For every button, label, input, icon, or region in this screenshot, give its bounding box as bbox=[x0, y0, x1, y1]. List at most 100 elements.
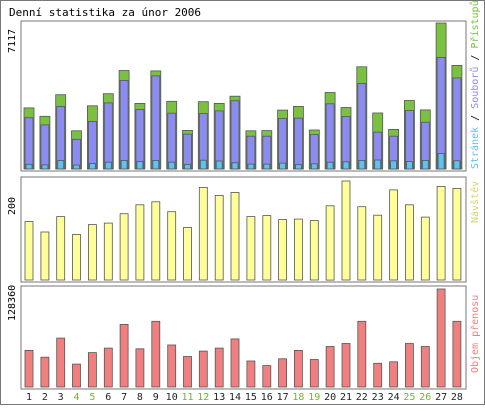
visits-bar bbox=[420, 216, 430, 281]
legend-separator: / bbox=[470, 49, 481, 67]
traffic-legend: Objem přenosu bbox=[469, 295, 481, 373]
day-label: 3 bbox=[58, 392, 64, 403]
traffic-bar bbox=[389, 361, 399, 388]
visits-bar bbox=[309, 220, 319, 281]
pages-bar bbox=[199, 159, 207, 170]
pages-bar bbox=[41, 164, 49, 170]
traffic-bar bbox=[341, 343, 351, 388]
visits-bar bbox=[88, 224, 97, 281]
pages-bar bbox=[405, 161, 413, 170]
day-label: 2 bbox=[42, 392, 48, 403]
day-label: 13 bbox=[213, 392, 225, 403]
day-label: 25 bbox=[403, 392, 415, 403]
visits-bar bbox=[436, 185, 446, 281]
files-bar bbox=[341, 116, 351, 170]
visits-bar bbox=[24, 221, 34, 281]
pages-bar bbox=[310, 163, 318, 170]
visits-bar bbox=[56, 216, 66, 281]
pages-bar bbox=[390, 160, 398, 170]
day-label: 1 bbox=[26, 392, 32, 403]
traffic-bar bbox=[24, 349, 34, 388]
pages-bar bbox=[120, 159, 128, 170]
visits-bar bbox=[72, 234, 81, 281]
day-label: 24 bbox=[388, 392, 400, 403]
day-label: 10 bbox=[166, 392, 178, 403]
pages-bar bbox=[421, 159, 429, 170]
traffic-bar bbox=[103, 347, 113, 388]
day-label: 28 bbox=[451, 392, 463, 403]
traffic-bar bbox=[309, 359, 319, 388]
visits-bar bbox=[325, 205, 335, 281]
files-bar bbox=[357, 83, 367, 170]
traffic-bar bbox=[404, 343, 414, 388]
pages-bar bbox=[184, 164, 191, 170]
hits-legend: Stránek / Souborů / Přístupů bbox=[469, 1, 481, 169]
day-label: 27 bbox=[435, 392, 447, 403]
visits-ymax-label: 200 bbox=[7, 197, 18, 215]
day-label: 19 bbox=[308, 392, 320, 403]
files-bar bbox=[230, 100, 240, 170]
visits-bar bbox=[293, 218, 303, 281]
visits-bar bbox=[404, 204, 414, 281]
traffic-bar bbox=[325, 346, 335, 388]
files-bar bbox=[214, 110, 224, 170]
traffic-bar bbox=[278, 358, 288, 388]
day-label: 18 bbox=[292, 392, 304, 403]
pages-bar bbox=[294, 164, 302, 170]
traffic-bar bbox=[56, 337, 66, 388]
traffic-bar bbox=[135, 348, 145, 388]
visits-legend: Návštěv bbox=[469, 181, 481, 223]
traffic-panel bbox=[20, 285, 467, 390]
day-label: 23 bbox=[372, 392, 384, 403]
chart-title: Denní statistika za únor 2006 bbox=[9, 6, 201, 19]
traffic-bar bbox=[119, 323, 129, 388]
visits-bar bbox=[198, 186, 208, 281]
files-bar bbox=[167, 112, 177, 170]
day-label: 22 bbox=[356, 392, 368, 403]
hits-ymax-label: 7117 bbox=[7, 29, 18, 53]
day-label: 15 bbox=[245, 392, 257, 403]
traffic-bar bbox=[72, 363, 81, 388]
traffic-bar bbox=[167, 344, 177, 388]
day-label: 17 bbox=[277, 392, 289, 403]
traffic-bar bbox=[88, 352, 97, 388]
files-bar bbox=[325, 103, 335, 170]
day-label: 14 bbox=[229, 392, 241, 403]
visits-bar bbox=[40, 231, 50, 281]
traffic-bar bbox=[246, 360, 256, 388]
traffic-bar bbox=[198, 350, 208, 388]
bars-layer bbox=[23, 22, 463, 388]
visits-bar bbox=[341, 180, 351, 281]
traffic-bar bbox=[151, 320, 161, 388]
files-bar bbox=[72, 138, 81, 170]
pages-bar bbox=[247, 163, 255, 170]
x-axis-labels: 1 2 3 4 5 6 7 8 9 10 11 12 13 14 15 16 17 18 19 20 21 22 23 24 2… bbox=[26, 392, 463, 403]
files-bar bbox=[452, 77, 462, 170]
visits-bar bbox=[103, 222, 113, 281]
day-label: 21 bbox=[340, 392, 352, 403]
day-label: 20 bbox=[324, 392, 336, 403]
pages-bar bbox=[73, 164, 80, 170]
visits-bar bbox=[373, 214, 383, 281]
visits-bar bbox=[389, 189, 399, 281]
files-bar bbox=[119, 80, 129, 170]
pages-bar bbox=[231, 162, 239, 170]
traffic-bar bbox=[293, 349, 303, 388]
traffic-bar bbox=[230, 338, 240, 388]
traffic-bar bbox=[357, 320, 367, 388]
traffic-ymax-label: 128360 bbox=[7, 285, 18, 321]
day-label: 26 bbox=[419, 392, 431, 403]
files-bar bbox=[56, 106, 66, 170]
files-bar bbox=[40, 124, 50, 170]
pages-bar bbox=[89, 163, 96, 170]
pages-bar bbox=[326, 161, 334, 170]
traffic-bar bbox=[183, 356, 192, 388]
visits-bar bbox=[357, 206, 367, 281]
files-bar bbox=[183, 133, 192, 170]
pages-bar bbox=[263, 163, 271, 170]
visits-bar bbox=[452, 187, 462, 281]
visits-bar bbox=[262, 215, 272, 281]
legend-separator: / bbox=[470, 109, 481, 127]
legend-pristupu: Přístupů bbox=[469, 1, 481, 49]
pages-bar bbox=[104, 161, 112, 170]
